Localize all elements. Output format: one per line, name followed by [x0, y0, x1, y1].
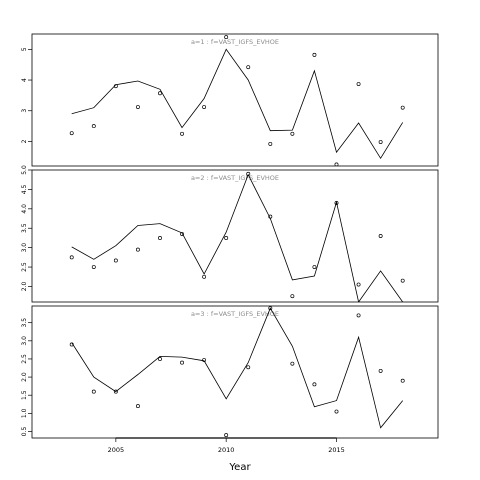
data-point [312, 52, 317, 57]
series-line [71, 173, 404, 302]
data-point [268, 141, 273, 146]
data-point [180, 131, 184, 136]
series-line [71, 307, 404, 429]
panel-data [69, 35, 405, 166]
y-tick-label: 3.0 [21, 243, 28, 253]
data-point [246, 65, 251, 70]
data-point [224, 35, 229, 40]
data-point [246, 365, 251, 370]
y-tick-label: 2.5 [21, 262, 28, 272]
data-point [135, 105, 140, 110]
data-point [113, 258, 118, 263]
y-tick-label: 2 [21, 139, 28, 143]
data-point [113, 84, 118, 89]
data-point [268, 306, 273, 311]
chart-panels: 2 3 4 5 a=1 : f=VAST_IGFS_EVHOE 2.0 2.5 3.0 3.5 4… [21, 33, 439, 439]
data-point [69, 255, 74, 260]
data-point [268, 214, 273, 219]
panel-1: 2 3 4 5 a=1 : f=VAST_IGFS_EVHOE [21, 33, 439, 167]
y-tick-label: 1.5 [21, 390, 28, 400]
y-tick-label: 4.5 [21, 184, 28, 194]
data-point [69, 131, 74, 136]
panel-data [69, 171, 405, 302]
data-point [378, 140, 383, 145]
data-point [356, 282, 361, 287]
data-point [356, 82, 361, 86]
data-point [180, 360, 184, 365]
y-tick-label: 3.5 [21, 318, 28, 328]
x-axis: 2005 2010 2015 [108, 437, 345, 454]
series-line [71, 48, 404, 160]
data-point [69, 342, 74, 347]
y-tick-label: 2.0 [21, 282, 28, 292]
panel-3: 0.5 1.0 1.5 2.0 2.5 3.0 3.5 a=3 : f=VAST_IGFS_E… [21, 305, 439, 439]
y-tick-label: 4.0 [21, 204, 28, 214]
x-tick-label: 2005 [108, 446, 125, 454]
data-point [224, 433, 229, 438]
panel-label: a=1 : f=VAST_IGFS_EVHOE [191, 38, 279, 46]
data-point [202, 274, 207, 279]
panel-frame [31, 305, 439, 439]
data-point [158, 356, 162, 361]
y-tick-label: 3 [21, 109, 28, 113]
data-point [91, 389, 96, 394]
data-point [91, 124, 96, 129]
y-tick-label: 3.0 [21, 336, 28, 346]
data-point [334, 201, 339, 205]
data-point [135, 247, 140, 252]
data-point [180, 232, 184, 237]
y-tick-label: 3.5 [21, 223, 28, 233]
data-point [400, 378, 405, 383]
y-tick-label: 2.0 [21, 372, 28, 382]
y-tick-label: 0.5 [21, 427, 28, 437]
data-point [400, 278, 405, 283]
data-point [113, 389, 118, 394]
data-point [356, 313, 361, 318]
data-point [312, 265, 317, 270]
data-point [378, 368, 383, 373]
panel-frame [31, 33, 439, 167]
panel-label: a=3 : f=VAST_IGFS_EVHOE [191, 310, 279, 318]
data-point [135, 404, 140, 409]
data-point [158, 235, 162, 240]
data-point [334, 162, 339, 166]
data-point [202, 105, 207, 110]
y-tick-label: 5 [21, 47, 28, 51]
panel-frame [31, 169, 439, 303]
data-point [290, 131, 295, 136]
panel-label: a=2 : f=VAST_IGFS_EVHOE [191, 174, 279, 182]
x-axis-label: Year [228, 462, 251, 473]
y-tick-label: 4 [21, 78, 28, 82]
x-tick-label: 2015 [328, 446, 345, 454]
data-point [378, 234, 383, 238]
data-point [290, 294, 295, 299]
data-point [91, 265, 96, 270]
y-tick-label: 5.0 [21, 165, 28, 175]
data-point [158, 91, 162, 96]
x-tick-label: 2010 [218, 446, 235, 454]
data-point [246, 171, 251, 176]
data-point [312, 382, 317, 387]
y-tick-label: 2.5 [21, 354, 28, 364]
data-point [400, 105, 405, 110]
data-point [202, 358, 207, 362]
panel-2: 2.0 2.5 3.0 3.5 4.0 4.5 5.0 a=2 : f=VAST_IGFS_E… [21, 165, 439, 303]
data-point [334, 409, 339, 414]
panel-data [69, 306, 405, 438]
data-point [290, 361, 295, 366]
data-point [224, 235, 229, 240]
y-tick-label: 1.0 [21, 408, 28, 418]
